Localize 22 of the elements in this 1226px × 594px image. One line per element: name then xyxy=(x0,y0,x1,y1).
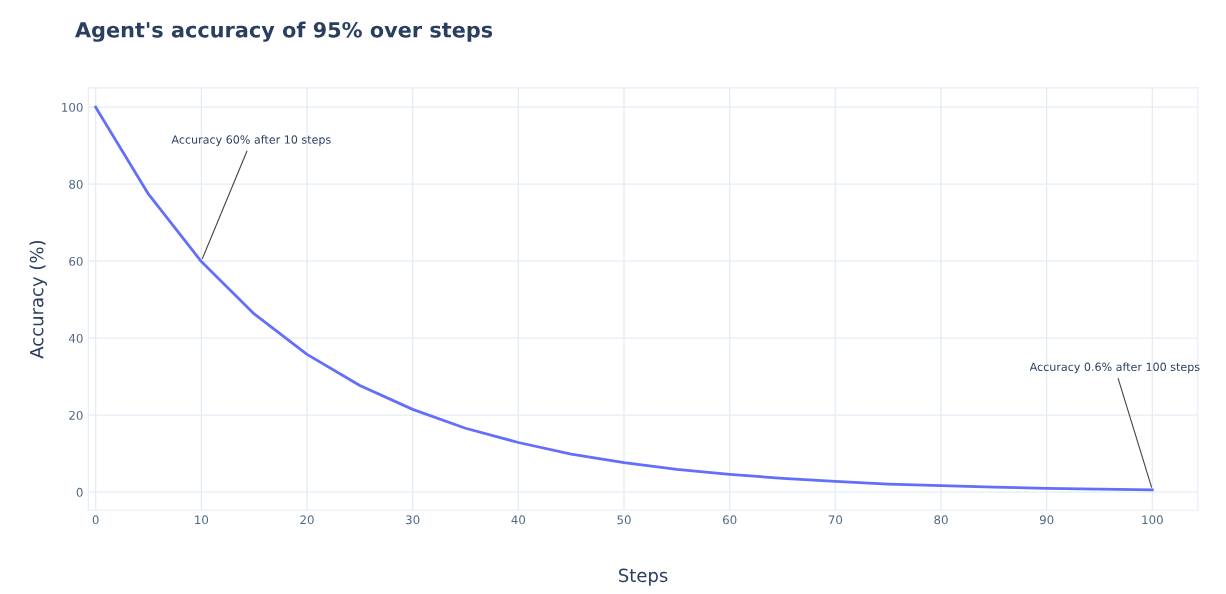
x-tick-label: 70 xyxy=(828,515,843,525)
y-tick-label: 60 xyxy=(69,256,83,266)
y-tick-label: 40 xyxy=(68,333,83,343)
y-tick-label: 80 xyxy=(69,179,83,189)
x-tick-label: 10 xyxy=(195,515,209,525)
x-tick-label: 100 xyxy=(1142,515,1163,525)
x-tick-label: 40 xyxy=(511,515,526,525)
x-tick-label: 30 xyxy=(406,515,420,525)
y-tick-label: 20 xyxy=(69,410,83,420)
chart-title: Agent's accuracy of 95% over steps xyxy=(75,21,493,42)
y-tick-label: 100 xyxy=(62,102,83,112)
x-tick-label: 80 xyxy=(934,515,948,525)
x-tick-label: 50 xyxy=(617,515,631,525)
x-tick-label: 60 xyxy=(723,515,737,525)
annotation: Accuracy 0.6% after 100 steps xyxy=(1029,362,1200,374)
y-tick-label: 0 xyxy=(76,487,83,497)
x-axis-title: Steps xyxy=(618,568,668,586)
annotation: Accuracy 60% after 10 steps xyxy=(171,135,331,146)
x-tick-label: 0 xyxy=(92,515,99,525)
x-tick-label: 90 xyxy=(1039,515,1054,525)
x-tick-label: 20 xyxy=(300,515,314,525)
y-axis-title: Accuracy (%) xyxy=(29,240,47,359)
